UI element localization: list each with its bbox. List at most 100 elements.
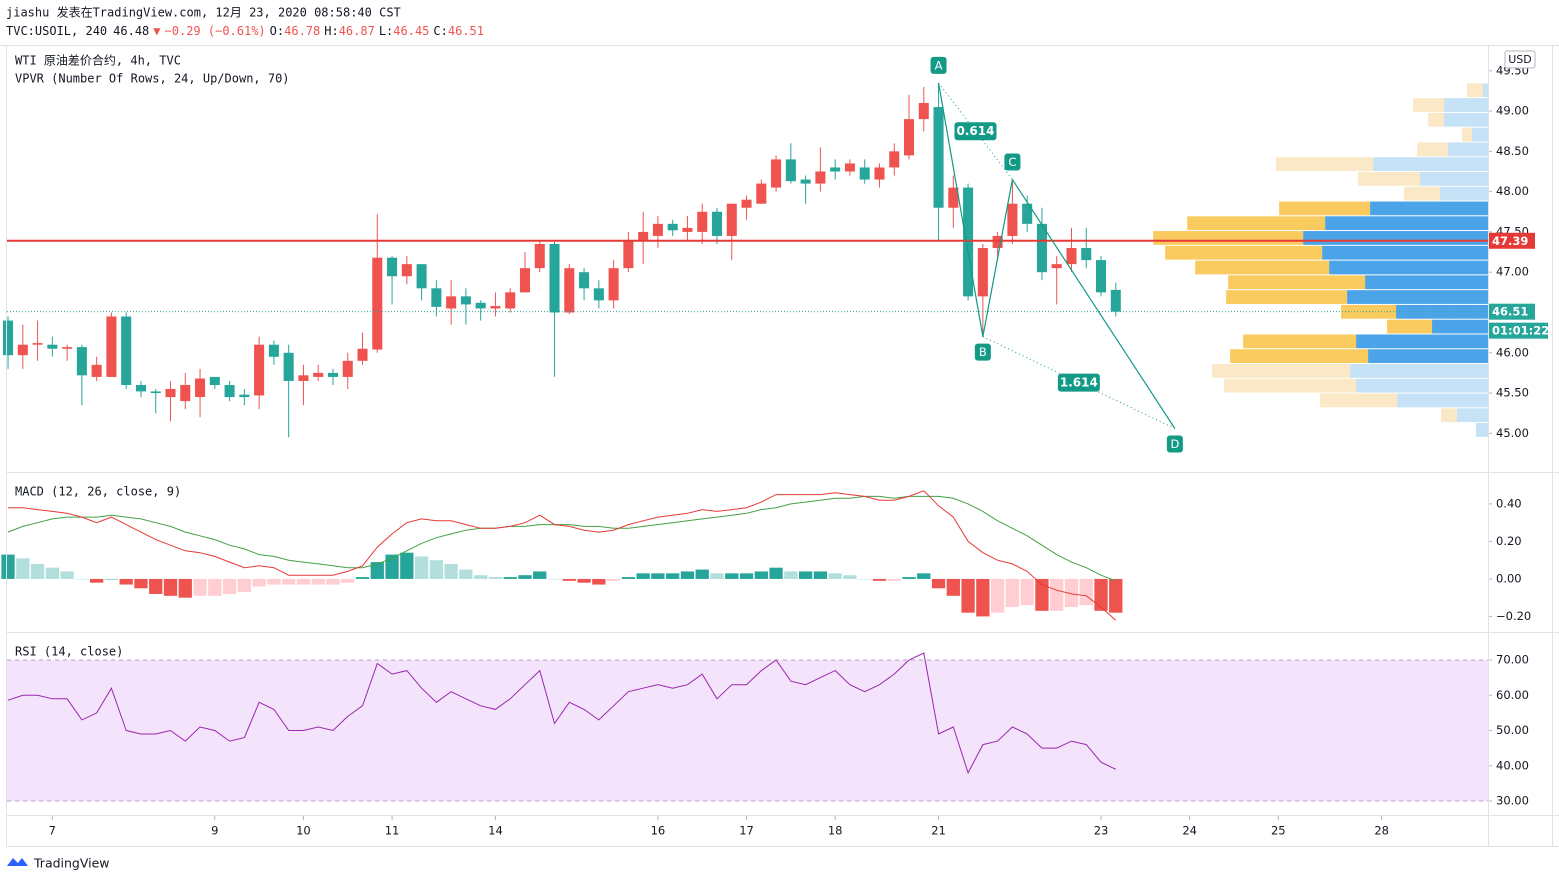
- histogram-bar: [547, 578, 562, 580]
- candle-body: [475, 302, 486, 309]
- histogram-bar: [902, 577, 916, 579]
- ohlc-value: 46.45: [393, 24, 429, 38]
- candle-body: [519, 268, 531, 293]
- rsi-title: RSI (14, close): [15, 645, 123, 659]
- histogram-bar: [680, 571, 695, 579]
- histogram-bar: [651, 573, 665, 579]
- histogram-bar: [636, 573, 650, 579]
- candle-body: [135, 384, 146, 392]
- price-label: 47.39: [1492, 234, 1528, 248]
- currency-box: [1504, 50, 1536, 69]
- ohlc-value: 46.87: [339, 24, 375, 38]
- candle-body: [830, 167, 841, 172]
- histogram-bar: [267, 578, 281, 585]
- logo[interactable]: TradingView: [7, 856, 110, 871]
- x-tick-label: 14: [488, 824, 503, 838]
- ohlc-key: C:: [433, 24, 447, 38]
- candle-body: [224, 384, 235, 398]
- histogram-bar: [1094, 578, 1108, 611]
- countdown: 01:01:22: [1492, 324, 1549, 338]
- vp-down: [1303, 231, 1488, 245]
- candle-body: [682, 227, 693, 232]
- price-label-box: [1488, 232, 1535, 249]
- candle-body: [1022, 203, 1033, 224]
- histogram-bar: [606, 578, 621, 581]
- vp-down: [1370, 201, 1488, 216]
- candle-body: [874, 167, 885, 180]
- ohlc-value: 46.78: [284, 24, 320, 38]
- candle-body: [283, 352, 294, 381]
- vp-up: [1320, 393, 1398, 408]
- logo-text[interactable]: TradingView: [33, 856, 110, 871]
- histogram-bar: [296, 578, 311, 585]
- vp-down: [1397, 393, 1488, 408]
- signal-line: [7, 495, 1116, 582]
- rsi-band: [7, 660, 1488, 802]
- y-tick-label: 48.50: [1496, 144, 1529, 158]
- y-tick-label: 45.00: [1496, 426, 1529, 440]
- histogram-bar: [739, 573, 754, 579]
- vp-up: [1413, 98, 1445, 112]
- candle-body: [76, 347, 87, 376]
- pattern-leg: [1011, 179, 1176, 429]
- x-tick-label: 21: [931, 824, 946, 838]
- vp-up: [1387, 319, 1433, 334]
- legend-title: VPVR (Number Of Rows, 24, Up/Down, 70): [15, 72, 290, 86]
- candle-body: [165, 389, 176, 398]
- x-tick-label: 23: [1094, 824, 1109, 838]
- price-label: 46.51: [1492, 305, 1528, 319]
- histogram-bar: [754, 571, 768, 579]
- histogram-bar: [134, 578, 148, 589]
- vp-down: [1356, 378, 1488, 393]
- histogram-bar: [1020, 578, 1034, 606]
- y-tick-label: 47.00: [1496, 265, 1529, 279]
- histogram-bar: [1109, 578, 1123, 613]
- vp-down: [1365, 275, 1488, 290]
- point-label: A: [935, 58, 943, 72]
- histogram-bar: [60, 571, 74, 579]
- histogram-bar: [710, 573, 724, 579]
- candle-body: [372, 257, 383, 350]
- x-tick-label: 10: [296, 824, 311, 838]
- candle-body: [460, 296, 471, 305]
- candle-body: [534, 243, 545, 269]
- candle-body: [1066, 248, 1077, 265]
- legend-title: WTI 原油差价合约, 4h, TVC: [15, 53, 181, 68]
- vp-up: [1226, 290, 1348, 304]
- histogram-bar: [1005, 578, 1020, 608]
- histogram-bar: [931, 578, 946, 589]
- histogram-bar: [385, 554, 399, 579]
- histogram-bar: [370, 562, 384, 579]
- histogram-bar: [237, 578, 252, 593]
- histogram-bar: [30, 563, 45, 579]
- background: [7, 659, 1488, 802]
- vp-up: [1224, 378, 1357, 393]
- candle-body: [209, 376, 220, 385]
- vp-up: [1462, 127, 1473, 142]
- vp-up: [1467, 83, 1484, 98]
- candle-body: [948, 187, 959, 208]
- vp-down: [1472, 127, 1488, 142]
- histogram-bar: [90, 578, 104, 583]
- ohlc-key: H:: [324, 24, 338, 38]
- pattern-leg: [982, 179, 1013, 337]
- y-tick-label: 40.00: [1496, 758, 1529, 772]
- candle-body: [490, 306, 501, 309]
- histogram-bar: [592, 578, 606, 585]
- vp-up: [1212, 364, 1351, 378]
- candle-body: [313, 372, 324, 377]
- point-box: [930, 56, 947, 74]
- vp-down: [1483, 83, 1488, 98]
- candle-body: [357, 348, 368, 361]
- candle-body: [889, 151, 900, 168]
- candle-body: [431, 288, 442, 307]
- histogram-bar: [872, 578, 887, 581]
- volume-profile: [1153, 83, 1488, 437]
- candle-body: [918, 103, 929, 120]
- histogram-bar: [400, 552, 414, 579]
- histogram-bar: [326, 578, 340, 585]
- y-tick-label: −0.20: [1496, 609, 1531, 623]
- logo-icon[interactable]: [7, 858, 28, 866]
- candle-body: [549, 243, 560, 313]
